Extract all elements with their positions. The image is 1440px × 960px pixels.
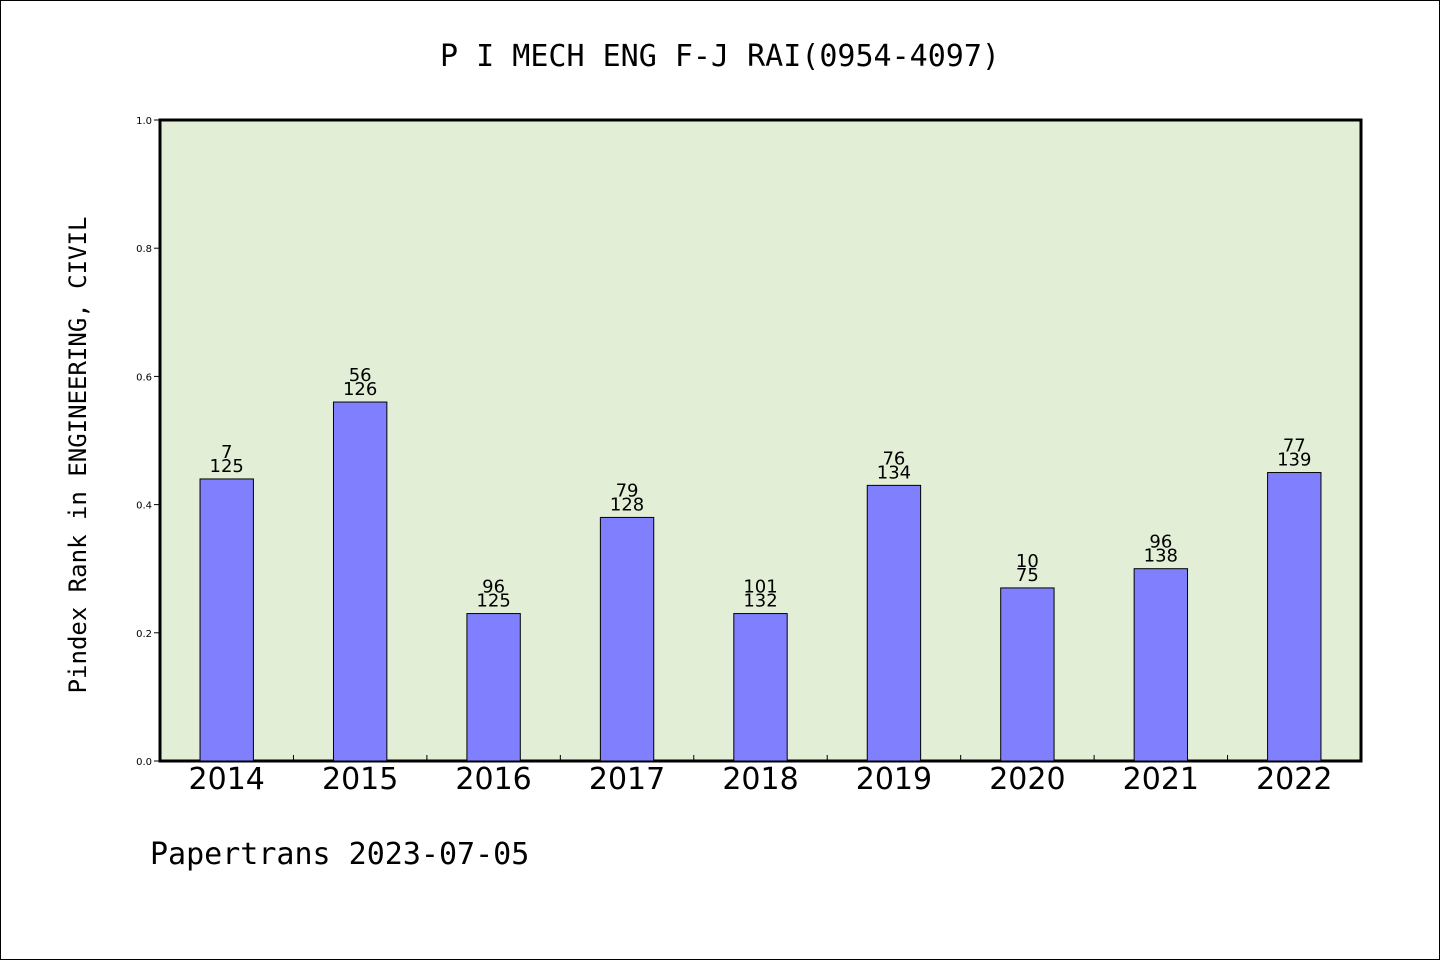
bar-total-label: 134 <box>877 462 911 483</box>
bar-2018 <box>733 613 788 762</box>
bar-rank-label: 10 <box>1016 551 1039 572</box>
x-tick-label: 2016 <box>455 762 531 797</box>
bar-total-label: 75 <box>1016 565 1039 586</box>
x-tick-label: 2017 <box>589 762 665 797</box>
x-tick-label: 2014 <box>189 762 265 797</box>
chart-title: P I MECH ENG F-J RAI(0954-4097) <box>440 39 1000 74</box>
bar-2016 <box>466 613 521 762</box>
bar-rank-label: 96 <box>1149 532 1172 553</box>
bar-rank-label: 101 <box>743 577 777 598</box>
bar-2017 <box>599 516 655 762</box>
x-axis-ticks: 2014 2015 2016 2017 2018 2019 2020 2021 2022 <box>189 755 1332 797</box>
bar-2019 <box>866 484 922 762</box>
y-tick-label: 0.8 <box>136 244 152 255</box>
x-tick-label: 2021 <box>1123 762 1199 797</box>
bar-total-label: 125 <box>476 591 510 612</box>
y-tick-label: 0.2 <box>136 629 152 640</box>
bar-2014 <box>199 478 254 762</box>
data-labels: 7125561269612579128101132761341075961387… <box>210 365 1312 612</box>
bar-rank-label: 96 <box>482 577 505 598</box>
bar-total-label: 139 <box>1277 450 1311 471</box>
bar-total-label: 125 <box>210 456 244 477</box>
y-axis-label: Pindex Rank in ENGINEERING, CIVIL <box>64 217 92 694</box>
x-tick-label: 2022 <box>1256 762 1332 797</box>
bar-total-label: 132 <box>743 591 777 612</box>
y-tick-label: 0.0 <box>136 757 152 768</box>
bar-total-label: 138 <box>1144 546 1178 567</box>
bar-total-label: 126 <box>343 379 377 400</box>
bar-2022 <box>1267 472 1322 762</box>
y-axis-ticks: 0.0 0.2 0.4 0.6 0.8 1.0 <box>136 116 160 768</box>
bar-total-label: 128 <box>610 494 644 515</box>
bar-2015 <box>332 401 388 762</box>
bar-rank-label: 56 <box>349 365 372 386</box>
bar-2021 <box>1133 568 1189 762</box>
bar-rank-label: 7 <box>221 442 232 463</box>
bars <box>199 401 1322 762</box>
bar-rank-label: 79 <box>616 480 639 501</box>
footer-credit: Papertrans 2023-07-05 <box>150 837 529 872</box>
bar-rank-label: 76 <box>882 448 905 469</box>
x-tick-label: 2020 <box>989 762 1065 797</box>
y-tick-label: 1.0 <box>136 116 152 127</box>
y-tick-label: 0.6 <box>136 372 152 383</box>
y-tick-label: 0.4 <box>136 501 152 512</box>
x-tick-label: 2018 <box>722 762 798 797</box>
x-tick-label: 2015 <box>322 762 398 797</box>
bar-2020 <box>1000 587 1055 762</box>
bar-rank-label: 77 <box>1283 436 1306 457</box>
x-tick-label: 2019 <box>856 762 932 797</box>
